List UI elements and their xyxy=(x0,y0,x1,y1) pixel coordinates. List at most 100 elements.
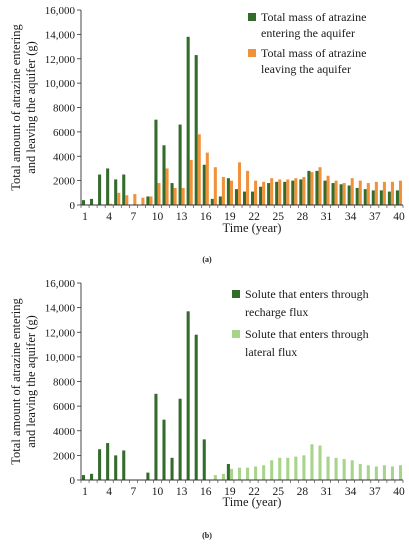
legend-swatch xyxy=(232,290,240,298)
x-tick-label: 34 xyxy=(345,211,357,223)
bar-series2 xyxy=(310,444,314,480)
bar-series2 xyxy=(197,134,201,205)
bar-series2 xyxy=(286,179,290,205)
bar-series2 xyxy=(213,475,217,480)
bar-series1 xyxy=(122,450,126,480)
x-tick-label: 4 xyxy=(106,211,112,223)
bar-series1 xyxy=(98,449,102,480)
bar-series1 xyxy=(114,455,118,481)
legend-swatch xyxy=(248,13,256,21)
bar-series1 xyxy=(275,181,279,205)
y-tick-label: 2000 xyxy=(53,450,76,462)
bar-series1 xyxy=(202,164,206,205)
bar-series2 xyxy=(181,187,185,205)
legend-label-line: leaving the aquifer xyxy=(261,62,351,76)
bar-series1 xyxy=(371,190,375,206)
x-tick-label: 1 xyxy=(82,211,88,223)
bar-series1 xyxy=(379,190,383,206)
bar-series2 xyxy=(342,183,346,205)
bar-series2 xyxy=(270,178,274,205)
x-tick-label: 7 xyxy=(130,211,136,223)
y-axis-label-line: and leaving the aquifer (g) xyxy=(24,315,38,448)
bar-series2 xyxy=(310,172,314,205)
bar-series2 xyxy=(294,456,298,480)
legend: Total mass of atrazine entering the aquif… xyxy=(248,10,366,76)
bar-series1 xyxy=(106,168,110,205)
x-tick-label: 40 xyxy=(393,211,405,223)
bar-series2 xyxy=(278,457,282,480)
bar-series1 xyxy=(194,334,198,480)
bar-series1 xyxy=(154,119,158,205)
bar-series2 xyxy=(366,183,370,205)
bar-series1 xyxy=(90,198,94,205)
bar-series2 xyxy=(246,467,250,480)
chart-panel-2: 0 2000 4000 6000 8000 10,000 12,000 14,000 16,00… xyxy=(9,278,405,540)
bar-series2 xyxy=(382,181,386,205)
bar-series2 xyxy=(326,175,330,205)
legend-label: Solute that enters through lateral flux xyxy=(245,327,369,359)
x-tick-label: 13 xyxy=(176,486,188,498)
bar-series1 xyxy=(170,183,174,205)
bar-series2 xyxy=(398,180,403,206)
bar-series1 xyxy=(339,184,343,205)
y-tick-label: 16,000 xyxy=(45,5,76,17)
y-tick-label: 6000 xyxy=(53,127,76,139)
bar-series2 xyxy=(237,467,242,480)
y-tick-label: 14,000 xyxy=(45,29,76,41)
bar-series2 xyxy=(294,178,298,205)
bar-series2 xyxy=(229,180,233,206)
y-axis-label-line: and leaving the aquifer (g) xyxy=(24,41,38,174)
legend-label-line: Solute that enters through xyxy=(245,287,369,301)
bar-series1 xyxy=(218,196,222,205)
bar-series2 xyxy=(117,192,121,205)
bar-series2 xyxy=(350,460,354,480)
bar-series2 xyxy=(141,197,145,205)
legend: Solute that enters through recharge flux S… xyxy=(232,287,369,359)
y-tick-label: 12,000 xyxy=(45,327,76,339)
bar-series1 xyxy=(234,189,238,205)
legend-label-line: recharge flux xyxy=(245,305,308,319)
x-tick-label: 25 xyxy=(272,211,284,223)
bar-series2 xyxy=(326,456,330,480)
bar-series2 xyxy=(254,466,258,480)
y-tick-label: 8000 xyxy=(53,377,76,389)
x-tick-label: 37 xyxy=(369,211,381,223)
y-tick-label: 0 xyxy=(70,475,76,487)
bar-series1 xyxy=(267,183,271,205)
bar-series2 xyxy=(246,170,250,206)
legend-label-line: Total mass of atrazine xyxy=(261,10,366,24)
bar-series1 xyxy=(226,463,230,480)
x-axis-label: Time (year) xyxy=(223,495,282,509)
bar-series2 xyxy=(205,152,209,205)
panel-label: (b) xyxy=(202,531,212,540)
x-tick-label: 1 xyxy=(82,486,88,498)
x-tick-label: 19 xyxy=(224,486,236,498)
x-tick-label: 19 xyxy=(224,211,236,223)
bar-series1 xyxy=(202,439,206,480)
bar-series1 xyxy=(242,191,247,205)
bar-series2 xyxy=(358,463,362,480)
bar-series2 xyxy=(189,159,193,205)
bar-series2 xyxy=(286,457,290,480)
legend-label-line: entering the aquifer xyxy=(261,26,355,40)
bar-series1 xyxy=(98,174,102,205)
bar-series2 xyxy=(302,176,306,205)
y-axis-label: Total amount of atrazine enteringand lea… xyxy=(9,24,38,191)
bar-series2 xyxy=(133,194,137,205)
bar-series1 xyxy=(194,55,198,206)
bar-series2 xyxy=(262,181,266,205)
bar-series1 xyxy=(283,181,287,205)
bar-series2 xyxy=(390,466,394,480)
bar-series2 xyxy=(125,195,129,205)
bar-series1 xyxy=(146,196,150,205)
bar-series2 xyxy=(213,167,217,205)
bar-series2 xyxy=(390,181,394,205)
bar-series1 xyxy=(323,180,327,206)
bar-series1 xyxy=(90,473,94,480)
legend-label: Total mass of atrazine leaving the aquife… xyxy=(261,46,366,76)
x-tick-label: 28 xyxy=(297,486,309,498)
bar-series1 xyxy=(210,198,214,205)
x-tick-label: 40 xyxy=(393,486,405,498)
x-tick-label: 7 xyxy=(130,486,136,498)
bar-series2 xyxy=(334,457,338,480)
